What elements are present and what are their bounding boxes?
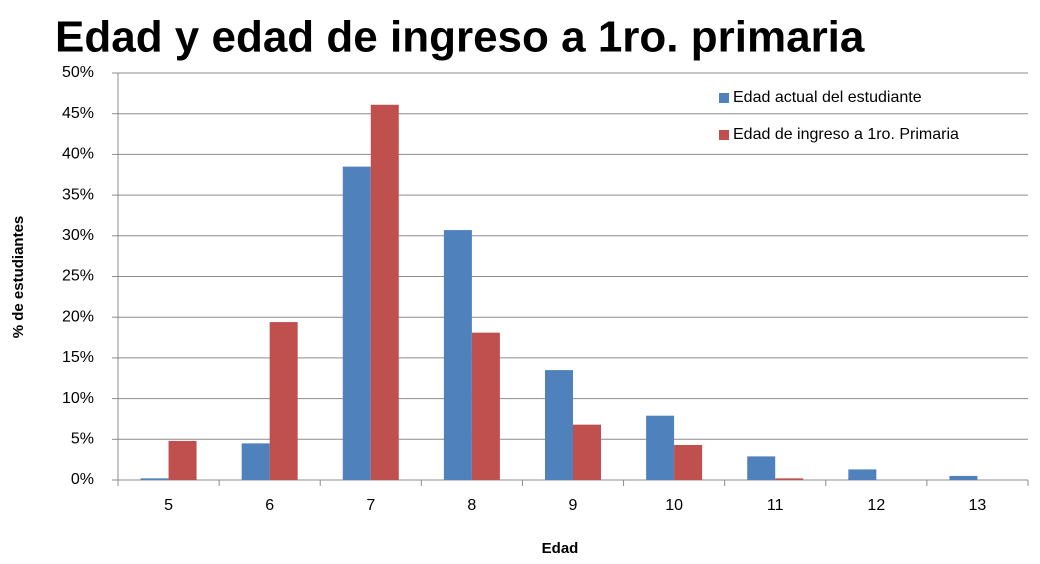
bar bbox=[573, 424, 601, 480]
y-tick-label: 10% bbox=[62, 390, 94, 407]
bar bbox=[168, 440, 197, 480]
bar bbox=[646, 415, 675, 480]
bar bbox=[949, 475, 978, 480]
x-tick-label: 6 bbox=[265, 497, 274, 514]
y-tick-label: 0% bbox=[71, 471, 94, 488]
bar bbox=[443, 230, 472, 480]
bar bbox=[140, 478, 169, 480]
y-axis-label: % de estudiantes bbox=[10, 216, 27, 339]
bar bbox=[545, 370, 573, 480]
legend-swatch bbox=[719, 93, 729, 103]
y-tick-label: 25% bbox=[62, 268, 94, 285]
y-tick-label: 30% bbox=[62, 227, 94, 244]
y-tick-label: 45% bbox=[62, 105, 94, 122]
bar bbox=[747, 456, 776, 480]
bar bbox=[471, 332, 500, 480]
bar bbox=[674, 444, 703, 480]
y-tick-label: 40% bbox=[62, 146, 94, 163]
x-tick-label: 7 bbox=[366, 497, 375, 514]
legend-label: Edad actual del estudiante bbox=[733, 89, 922, 106]
x-tick-label: 10 bbox=[665, 497, 683, 514]
bar bbox=[241, 443, 270, 480]
y-tick-label: 50% bbox=[62, 64, 94, 81]
y-tick-label: 20% bbox=[62, 308, 94, 325]
y-tick-label: 35% bbox=[62, 186, 94, 203]
x-tick-label: 11 bbox=[767, 497, 784, 514]
bar bbox=[269, 322, 298, 480]
bar bbox=[775, 478, 804, 480]
x-tick-label: 9 bbox=[569, 497, 578, 514]
x-tick-label: 5 bbox=[164, 497, 173, 514]
legend-label: Edad de ingreso a 1ro. Primaria bbox=[733, 126, 959, 143]
bar bbox=[370, 104, 399, 480]
x-axis-label: Edad bbox=[542, 540, 579, 557]
x-tick-label: 12 bbox=[867, 497, 885, 514]
y-tick-label: 5% bbox=[71, 431, 94, 448]
y-tick-label: 15% bbox=[62, 349, 94, 366]
legend-swatch bbox=[719, 130, 729, 140]
x-tick-label: 8 bbox=[467, 497, 476, 514]
bar bbox=[848, 469, 877, 480]
bar bbox=[342, 166, 371, 481]
x-tick-label: 13 bbox=[969, 497, 987, 514]
chart-title: Edad y edad de ingreso a 1ro. primaria bbox=[55, 13, 865, 62]
